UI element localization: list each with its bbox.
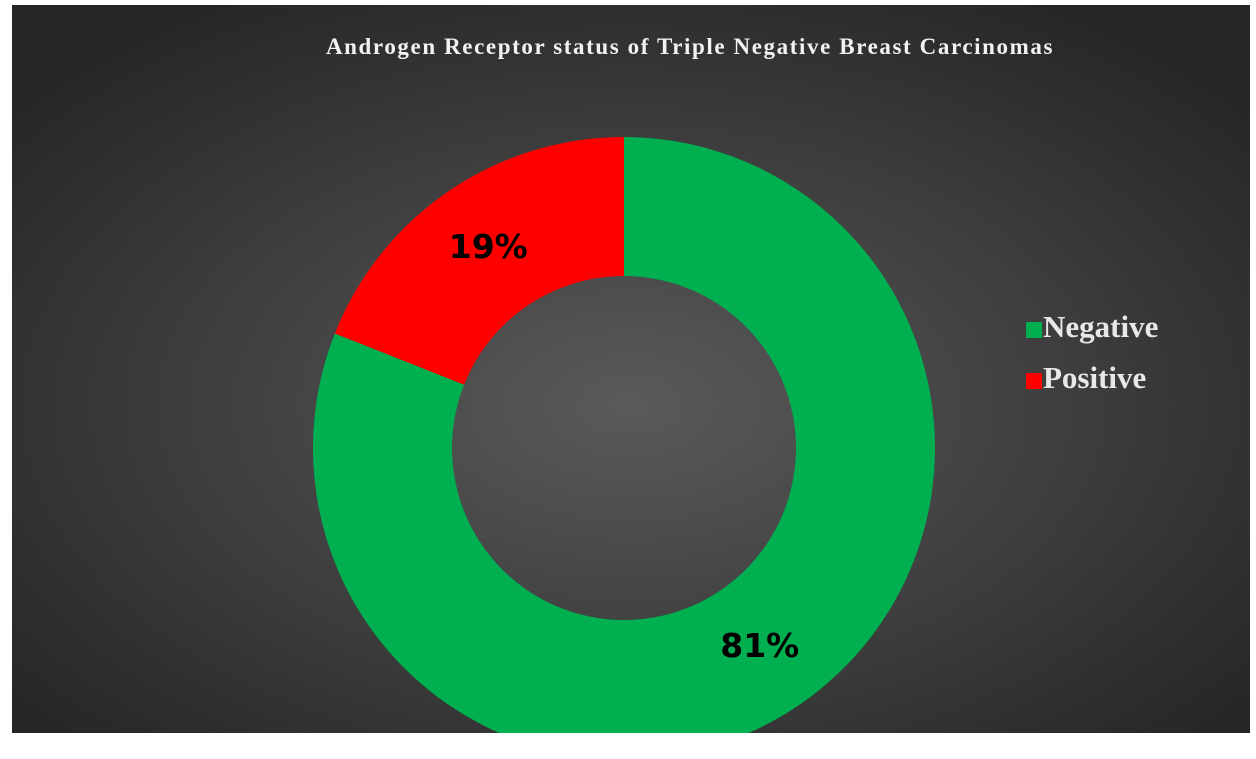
donut-slice xyxy=(313,137,935,733)
chart-background xyxy=(12,5,1250,733)
legend-swatch xyxy=(1026,373,1042,389)
donut-slice xyxy=(334,137,624,385)
legend-label: Negative xyxy=(1043,309,1158,344)
plot-area: 81% 19% xyxy=(313,137,935,733)
chart-title: Androgen Receptor status of Triple Negat… xyxy=(326,34,1054,59)
data-label: 81% xyxy=(720,626,799,665)
legend-label: Positive xyxy=(1043,360,1146,395)
legend-swatch xyxy=(1026,322,1042,338)
data-label: 19% xyxy=(449,227,528,266)
